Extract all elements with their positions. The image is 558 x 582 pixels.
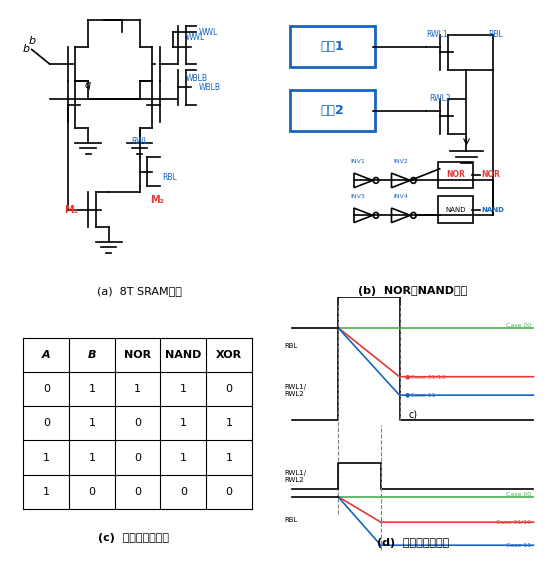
Text: WWL: WWL (199, 27, 218, 37)
Text: NAND: NAND (445, 207, 466, 212)
Text: NOR: NOR (446, 170, 465, 179)
Text: Case 01/10: Case 01/10 (496, 520, 531, 524)
Text: 1: 1 (225, 418, 233, 428)
Text: 0: 0 (180, 487, 187, 497)
Text: RWL2: RWL2 (429, 94, 451, 104)
Text: 1: 1 (88, 453, 95, 463)
Text: M₂: M₂ (150, 195, 163, 205)
Text: INV2: INV2 (393, 159, 408, 164)
Text: RWL1/
RWL2: RWL1/ RWL2 (285, 384, 306, 397)
Text: 1: 1 (43, 487, 50, 497)
Text: 1: 1 (134, 384, 141, 394)
Text: ●Case 11: ●Case 11 (405, 393, 435, 398)
Text: INV3: INV3 (350, 194, 365, 199)
Text: 1: 1 (88, 418, 95, 428)
Text: 1: 1 (88, 384, 95, 394)
Text: 1: 1 (180, 418, 187, 428)
Text: (d)  布尔运算时序图: (d) 布尔运算时序图 (377, 538, 449, 548)
Text: B: B (88, 350, 96, 360)
FancyBboxPatch shape (439, 196, 473, 223)
Text: 0: 0 (43, 384, 50, 394)
Text: q: q (85, 80, 92, 90)
Text: Case 00: Case 00 (506, 492, 531, 496)
Text: XOR: XOR (216, 350, 242, 360)
FancyBboxPatch shape (290, 26, 376, 67)
Text: RBL: RBL (162, 173, 177, 182)
Text: A: A (42, 350, 51, 360)
Text: WBLB: WBLB (199, 83, 220, 92)
Text: 0: 0 (134, 418, 141, 428)
Text: NOR: NOR (124, 350, 151, 360)
Text: NOR: NOR (481, 170, 500, 179)
Text: RBL: RBL (285, 517, 298, 523)
FancyBboxPatch shape (290, 90, 376, 131)
Text: b: b (23, 44, 30, 55)
Text: NAND: NAND (481, 207, 504, 212)
Text: WWL: WWL (186, 33, 205, 42)
Text: RWL1: RWL1 (426, 30, 448, 40)
Text: 1: 1 (225, 453, 233, 463)
Text: NAND: NAND (165, 350, 201, 360)
Text: 1: 1 (43, 453, 50, 463)
Text: 0: 0 (88, 487, 95, 497)
Text: b: b (28, 36, 35, 46)
Text: (c)  布尔运算真值表: (c) 布尔运算真值表 (98, 533, 170, 543)
Text: M₁: M₁ (64, 204, 78, 215)
Text: RWL: RWL (131, 137, 148, 146)
Text: ●Case 01/10: ●Case 01/10 (405, 374, 445, 379)
Text: 0: 0 (134, 453, 141, 463)
FancyBboxPatch shape (439, 161, 473, 187)
Text: c): c) (408, 410, 417, 420)
Text: RWL1/
RWL2: RWL1/ RWL2 (285, 470, 306, 482)
Text: RBL: RBL (285, 343, 298, 349)
Text: WBLB: WBLB (186, 74, 208, 83)
Text: Case 00: Case 00 (506, 322, 531, 328)
Text: 0: 0 (43, 418, 50, 428)
Text: 1: 1 (180, 453, 187, 463)
Text: 单元2: 单元2 (321, 104, 344, 117)
Text: 单元1: 单元1 (321, 40, 344, 53)
Text: INV1: INV1 (350, 159, 365, 164)
Text: 0: 0 (225, 384, 233, 394)
Text: Case 11: Case 11 (506, 543, 531, 548)
Text: 0: 0 (134, 487, 141, 497)
Text: (b)  NOR和NAND操作: (b) NOR和NAND操作 (358, 286, 468, 296)
Text: RBL: RBL (488, 30, 503, 40)
Text: 1: 1 (180, 384, 187, 394)
Text: INV4: INV4 (393, 194, 408, 199)
Text: (a)  8T SRAM单元: (a) 8T SRAM单元 (97, 286, 182, 296)
Text: 0: 0 (225, 487, 233, 497)
